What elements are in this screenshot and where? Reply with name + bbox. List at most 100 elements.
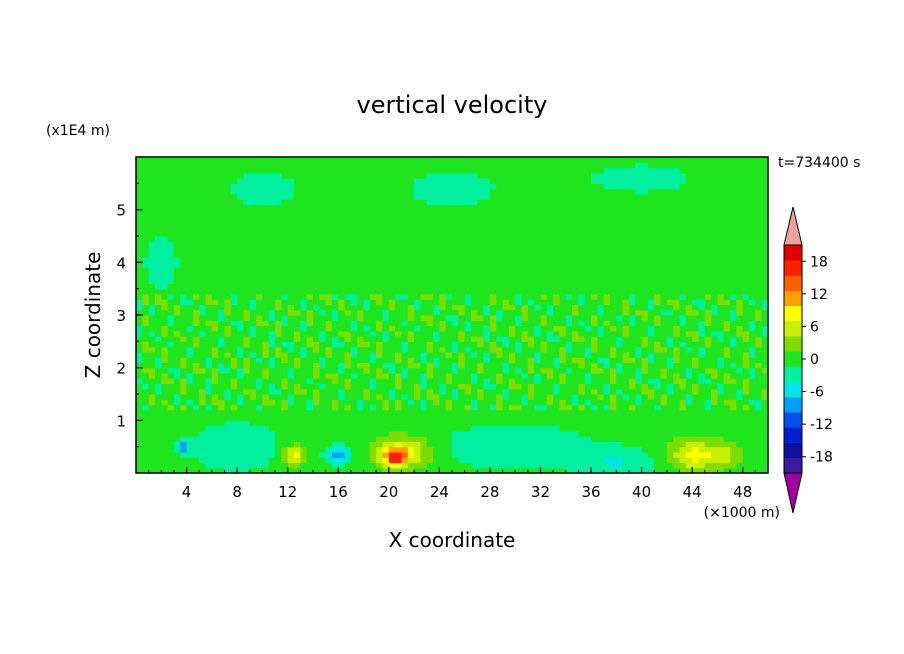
heatmap-cell (527, 315, 535, 321)
heatmap-cell (325, 193, 333, 200)
heatmap-cell (344, 320, 352, 327)
heatmap-cell (230, 188, 238, 195)
heatmap-cell (597, 409, 605, 416)
heatmap-cell (319, 330, 327, 337)
heatmap-cell (148, 220, 156, 227)
heatmap-cell (376, 457, 384, 464)
heatmap-cell (407, 357, 415, 363)
heatmap-cell (591, 436, 598, 442)
heatmap-cell (243, 336, 251, 342)
heatmap-cell (401, 341, 409, 348)
heatmap-cell (483, 178, 491, 184)
heatmap-cell (521, 388, 529, 395)
heatmap-cell (199, 446, 207, 453)
heatmap-cell (426, 372, 434, 379)
heatmap-cell (205, 225, 213, 232)
heatmap-cell (641, 441, 649, 448)
heatmap-cell (477, 262, 485, 269)
heatmap-cell (344, 415, 352, 421)
heatmap-cell (584, 383, 592, 390)
heatmap-cell (338, 288, 346, 295)
heatmap-cell (458, 394, 466, 400)
heatmap-cell (635, 351, 643, 358)
heatmap-cell (388, 378, 396, 385)
heatmap-cell (622, 293, 630, 300)
heatmap-cell (319, 462, 327, 469)
heatmap-cell (249, 283, 257, 290)
heatmap-cell (628, 278, 636, 284)
heatmap-cell (483, 278, 491, 284)
heatmap-cell (237, 172, 245, 179)
heatmap-cell (338, 441, 346, 448)
heatmap-cell (414, 183, 421, 190)
heatmap-cell (281, 315, 289, 321)
heatmap-cell (369, 341, 377, 348)
heatmap-cell (319, 225, 327, 232)
heatmap-cell (515, 362, 523, 369)
heatmap-cell (142, 409, 150, 416)
heatmap-cell (325, 315, 333, 321)
heatmap-cell (167, 467, 175, 473)
heatmap-cell (647, 214, 655, 221)
heatmap-cell (205, 372, 213, 379)
heatmap-cell (489, 351, 497, 358)
heatmap-cell (319, 399, 327, 406)
heatmap-cell (319, 467, 327, 473)
heatmap-cell (262, 304, 270, 311)
heatmap-cell (559, 357, 567, 363)
heatmap-cell (237, 346, 245, 353)
heatmap-cell (622, 404, 630, 411)
heatmap-cell (344, 236, 352, 242)
heatmap-cell (262, 436, 270, 442)
heatmap-cell (452, 336, 459, 342)
heatmap-cell (382, 378, 390, 385)
heatmap-cell (300, 436, 308, 442)
heatmap-cell (180, 388, 188, 395)
heatmap-cell (376, 236, 384, 242)
heatmap-cell (458, 288, 466, 295)
heatmap-cell (401, 457, 409, 464)
heatmap-cell (610, 346, 617, 353)
heatmap-cell (483, 304, 491, 311)
heatmap-cell (161, 372, 169, 379)
heatmap-cell (357, 178, 365, 184)
heatmap-cell (508, 330, 516, 337)
heatmap-cell (654, 204, 662, 211)
heatmap-cell (439, 425, 447, 432)
heatmap-cell (243, 457, 251, 464)
heatmap-cell (136, 293, 143, 300)
heatmap-cell (647, 157, 655, 163)
heatmap-cell (433, 357, 440, 363)
heatmap-cell (268, 346, 276, 353)
heatmap-cell (489, 209, 497, 216)
heatmap-cell (331, 309, 339, 316)
heatmap-cell (230, 183, 238, 190)
heatmap-cell (622, 178, 630, 184)
heatmap-cell (628, 462, 636, 469)
heatmap-cell (287, 404, 295, 411)
heatmap-cell (603, 262, 611, 269)
heatmap-cell (148, 351, 156, 358)
heatmap-cell (154, 441, 162, 448)
heatmap-cell (559, 167, 567, 174)
heatmap-cell (167, 325, 175, 332)
heatmap-cell (426, 336, 434, 342)
heatmap-cell (445, 399, 453, 406)
heatmap-cell (489, 430, 497, 437)
heatmap-cell (489, 309, 497, 316)
heatmap-cell (540, 351, 548, 358)
heatmap-cell (628, 230, 636, 237)
heatmap-cell (230, 372, 238, 379)
heatmap-cell (641, 293, 649, 300)
heatmap-cell (591, 383, 598, 390)
heatmap-cell (540, 251, 548, 258)
heatmap-cell (294, 315, 301, 321)
heatmap-cell (161, 341, 169, 348)
heatmap-cell (382, 272, 390, 279)
heatmap-cell (502, 462, 510, 469)
heatmap-cell (382, 157, 390, 163)
heatmap-cell (591, 457, 598, 464)
heatmap-cell (496, 383, 504, 390)
heatmap-cell (256, 336, 263, 342)
heatmap-cell (521, 372, 529, 379)
